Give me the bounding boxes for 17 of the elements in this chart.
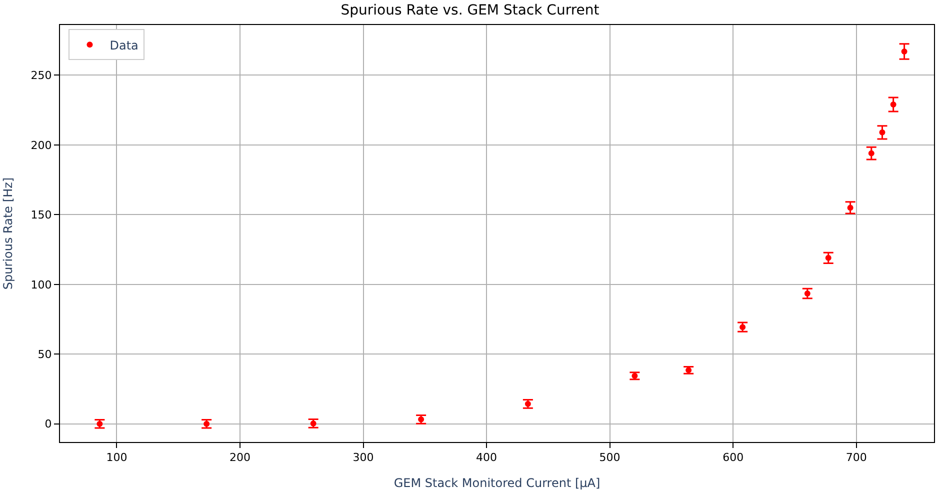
- x-tick-label: 700: [846, 451, 867, 464]
- x-axis-title: GEM Stack Monitored Current [μA]: [394, 476, 600, 490]
- legend-label: Data: [110, 38, 138, 52]
- x-tick-label: 400: [476, 451, 498, 464]
- x-tick-label: 300: [352, 451, 374, 464]
- chart-title: Spurious Rate vs. GEM Stack Current: [340, 2, 600, 19]
- x-tick-label: 200: [229, 451, 250, 464]
- y-tick-label: 200: [30, 138, 52, 152]
- y-axis-title: Spurious Rate [Hz]: [1, 177, 16, 290]
- y-tick-label: 0: [44, 418, 52, 431]
- y-tick-label: 100: [30, 278, 52, 292]
- x-tick-label: 100: [106, 451, 128, 464]
- y-tick-label: 50: [38, 348, 52, 361]
- y-tick-label: 150: [30, 208, 52, 222]
- x-tick-label: 500: [599, 451, 620, 464]
- y-tick-label: 250: [30, 69, 52, 82]
- x-tick-label: 600: [722, 451, 744, 464]
